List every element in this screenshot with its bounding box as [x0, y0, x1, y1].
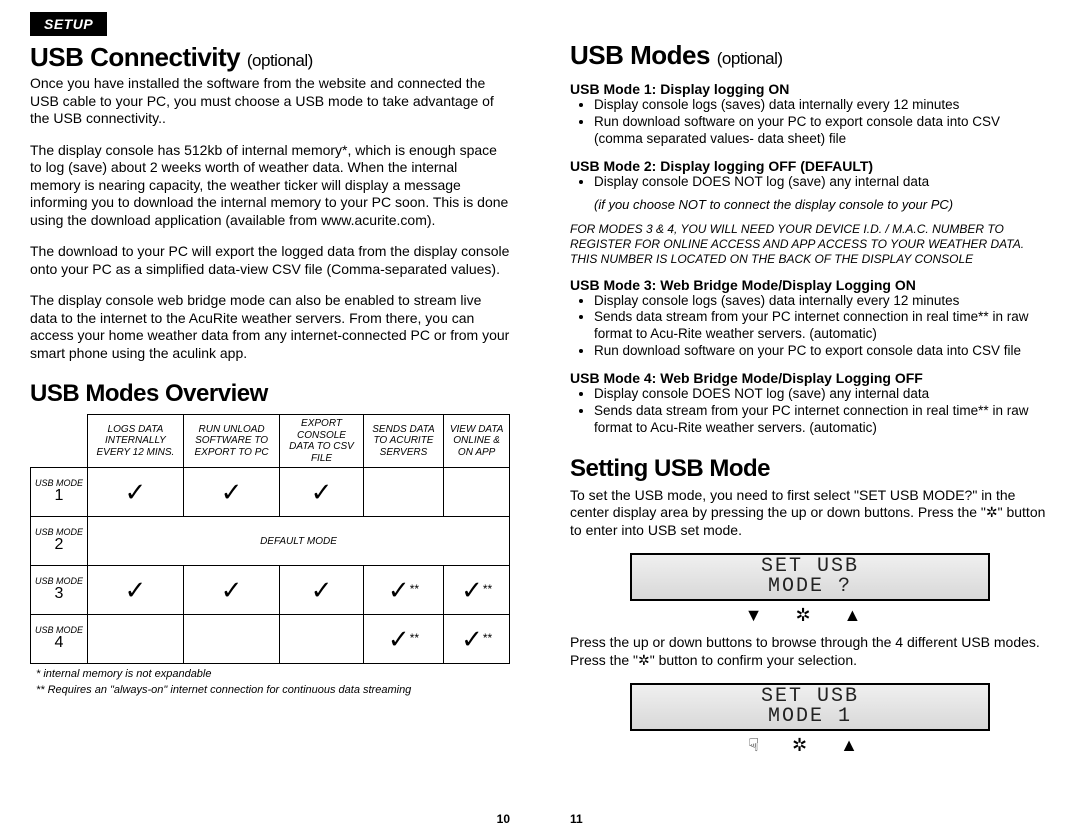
heading-text: USB Modes — [570, 40, 710, 70]
setting-p1: To set the USB mode, you need to first s… — [570, 487, 1050, 540]
mode4-list: Display console DOES NOT log (save) any … — [570, 386, 1050, 437]
footnote-2: ** Requires an "always-on" internet conn… — [36, 684, 510, 696]
mode3-head: USB Mode 3: Web Bridge Mode/Display Logg… — [570, 277, 1050, 293]
heading-optional: (optional) — [247, 51, 313, 70]
lcd-display-2: SET USB MODE 1 ☟ ✲ ▲ — [630, 683, 990, 756]
row-label-3: USB MODE 3 — [31, 566, 88, 615]
mode1-head: USB Mode 1: Display logging ON — [570, 81, 1050, 97]
mode2-note: (if you choose NOT to connect the displa… — [570, 197, 1050, 212]
list-item: Display console logs (saves) data intern… — [594, 293, 1050, 310]
default-mode-cell: DEFAULT MODE — [88, 517, 510, 566]
page-number-left: 10 — [497, 812, 510, 826]
cell — [363, 468, 444, 517]
row-label-4: USB MODE 4 — [31, 615, 88, 664]
check-icon: ✓ — [311, 575, 333, 605]
setup-tab: SETUP — [30, 12, 107, 36]
mode1-list: Display console logs (saves) data intern… — [570, 97, 1050, 148]
lcd-button-icons: ▼ ✲ ▲ — [630, 605, 990, 626]
cell: ✓ — [280, 468, 363, 517]
cell — [444, 468, 510, 517]
connectivity-p3: The download to your PC will export the … — [30, 243, 510, 278]
list-item: Sends data stream from your PC internet … — [594, 309, 1050, 343]
list-item: Display console logs (saves) data intern… — [594, 97, 1050, 114]
row-num: 1 — [34, 488, 84, 505]
lcd-button-icons: ☟ ✲ ▲ — [630, 735, 990, 756]
list-item: Sends data stream from your PC internet … — [594, 403, 1050, 437]
caps-note: FOR MODES 3 & 4, YOU WILL NEED YOUR DEVI… — [570, 222, 1050, 267]
check-icon: ✓ — [461, 575, 483, 605]
heading-text: USB Connectivity — [30, 42, 240, 72]
row-num: 2 — [34, 537, 84, 554]
check-icon: ✓ — [461, 624, 483, 654]
lcd-line2: MODE ? — [768, 575, 852, 598]
th-blank — [31, 415, 88, 468]
lcd-line2: MODE 1 — [768, 705, 852, 728]
check-icon: ✓ — [388, 575, 410, 605]
mode3-list: Display console logs (saves) data intern… — [570, 293, 1050, 361]
check-icon: ✓ — [125, 575, 147, 605]
cell: ✓** — [363, 566, 444, 615]
row-label-1: USB MODE 1 — [31, 468, 88, 517]
cell: ✓** — [444, 566, 510, 615]
left-page: SETUP USB Connectivity (optional) Once y… — [0, 0, 540, 834]
cell: ✓ — [280, 566, 363, 615]
right-page: USB Modes (optional) USB Mode 1: Display… — [540, 0, 1080, 834]
table-row: USB MODE 1 ✓ ✓ ✓ — [31, 468, 510, 517]
mode2-head: USB Mode 2: Display logging OFF (DEFAULT… — [570, 158, 1050, 174]
setting-p2: Press the up or down buttons to browse t… — [570, 634, 1050, 669]
cell: ✓** — [444, 615, 510, 664]
check-icon: ✓ — [221, 575, 243, 605]
footnote-1: * internal memory is not expandable — [36, 668, 510, 680]
stars: ** — [483, 631, 492, 645]
row-num: 3 — [34, 586, 84, 603]
table-row: USB MODE 4 ✓** ✓** — [31, 615, 510, 664]
cell: ✓ — [88, 566, 184, 615]
cell: ✓ — [183, 468, 280, 517]
check-icon: ✓ — [125, 477, 147, 507]
heading-optional: (optional) — [717, 49, 783, 68]
lcd-screen: SET USB MODE ? — [630, 553, 990, 601]
cell: ✓ — [88, 468, 184, 517]
connectivity-p2: The display console has 512kb of interna… — [30, 142, 510, 230]
cell — [183, 615, 280, 664]
cell — [88, 615, 184, 664]
page-number-right: 11 — [570, 812, 583, 826]
list-item: Display console DOES NOT log (save) any … — [594, 174, 1050, 191]
list-item: Display console DOES NOT log (save) any … — [594, 386, 1050, 403]
lcd-display-1: SET USB MODE ? ▼ ✲ ▲ — [630, 553, 990, 626]
mode4-head: USB Mode 4: Web Bridge Mode/Display Logg… — [570, 370, 1050, 386]
table-row: USB MODE 3 ✓ ✓ ✓ ✓** ✓** — [31, 566, 510, 615]
th-1: LOGS DATA INTERNALLY EVERY 12 MINS. — [88, 415, 184, 468]
stars: ** — [410, 582, 419, 596]
row-num: 4 — [34, 635, 84, 652]
usb-modes-heading: USB Modes (optional) — [570, 40, 1050, 71]
th-4: SENDS DATA TO ACURITE SERVERS — [363, 415, 444, 468]
connectivity-p1: Once you have installed the software fro… — [30, 75, 510, 128]
cell: ✓ — [183, 566, 280, 615]
check-icon: ✓ — [311, 477, 333, 507]
mode2-list: Display console DOES NOT log (save) any … — [570, 174, 1050, 191]
stars: ** — [410, 631, 419, 645]
th-3: EXPORT CONSOLE DATA TO CSV FILE — [280, 415, 363, 468]
check-icon: ✓ — [221, 477, 243, 507]
row-label-2: USB MODE 2 — [31, 517, 88, 566]
usb-connectivity-heading: USB Connectivity (optional) — [30, 42, 510, 73]
modes-table: LOGS DATA INTERNALLY EVERY 12 MINS. RUN … — [30, 414, 510, 664]
setting-usb-heading: Setting USB Mode — [570, 455, 1050, 483]
list-item: Run download software on your PC to expo… — [594, 114, 1050, 148]
th-5: VIEW DATA ONLINE & ON APP — [444, 415, 510, 468]
table-row: USB MODE 2 DEFAULT MODE — [31, 517, 510, 566]
check-icon: ✓ — [388, 624, 410, 654]
modes-overview-heading: USB Modes Overview — [30, 380, 510, 408]
cell: ✓** — [363, 615, 444, 664]
table-header-row: LOGS DATA INTERNALLY EVERY 12 MINS. RUN … — [31, 415, 510, 468]
stars: ** — [483, 582, 492, 596]
cell — [280, 615, 363, 664]
list-item: Run download software on your PC to expo… — [594, 343, 1050, 360]
lcd-screen: SET USB MODE 1 — [630, 683, 990, 731]
th-2: RUN UNLOAD SOFTWARE TO EXPORT TO PC — [183, 415, 280, 468]
connectivity-p4: The display console web bridge mode can … — [30, 292, 510, 362]
